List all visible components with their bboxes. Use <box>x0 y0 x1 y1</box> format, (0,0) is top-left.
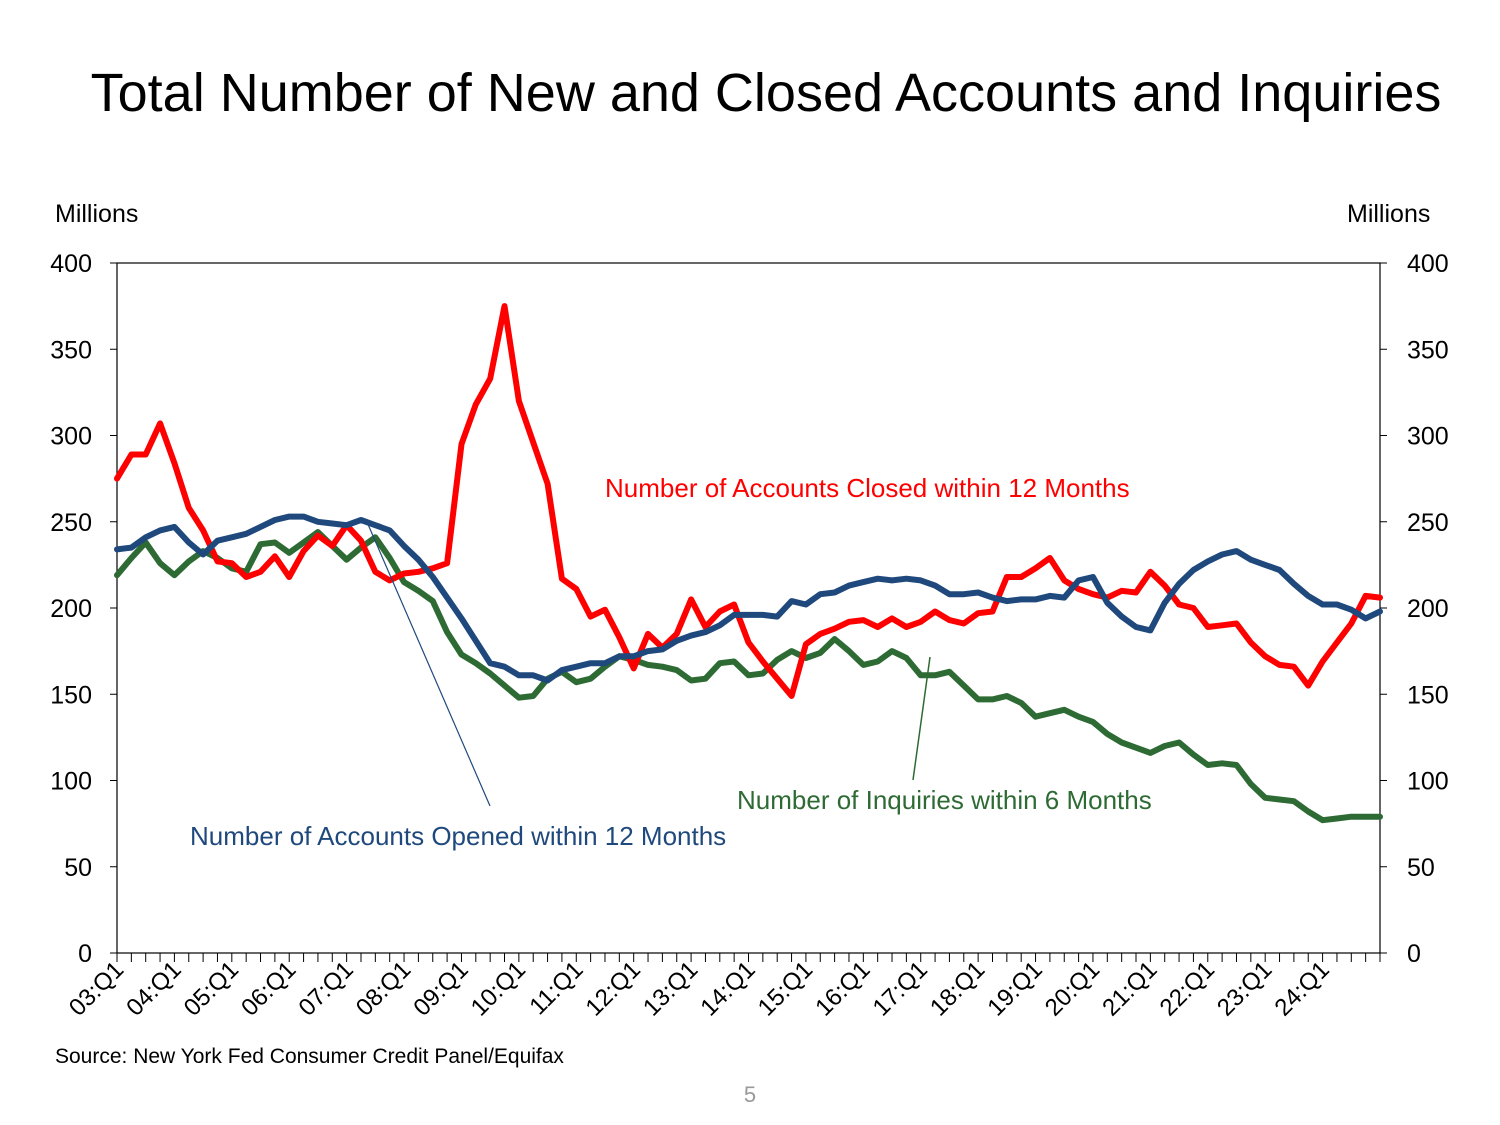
y-tick-label-left: 100 <box>50 768 92 796</box>
y-tick-label-right: 250 <box>1407 509 1449 537</box>
x-tick-label: 06:Q1 <box>236 956 301 1021</box>
leader-line-opened <box>366 521 491 807</box>
annotation-layer: Number of Accounts Closed within 12 Mont… <box>190 473 1152 851</box>
right-axis-unit: Millions <box>1347 200 1431 228</box>
y-tick-label-right: 50 <box>1407 854 1435 882</box>
x-tick-label: 03:Q1 <box>64 956 129 1021</box>
x-tick-label: 05:Q1 <box>179 956 244 1021</box>
series-line-1 <box>114 513 1383 684</box>
y-tick-label-right: 0 <box>1407 940 1421 968</box>
x-tick-label: 07:Q1 <box>294 956 359 1021</box>
chart-title: Total Number of New and Closed Accounts … <box>90 63 1442 123</box>
y-tick-label-right: 150 <box>1407 681 1449 709</box>
page-number: 5 <box>743 1082 757 1107</box>
y-tick-label-right: 200 <box>1407 595 1449 623</box>
y-tick-label-left: 200 <box>50 595 92 623</box>
x-tick-label: 11:Q1 <box>524 956 588 1020</box>
y-tick-label-right: 300 <box>1407 423 1449 451</box>
y-tick-label-left: 350 <box>50 336 92 364</box>
series-layer <box>114 303 1383 824</box>
annotation-closed: Number of Accounts Closed within 12 Mont… <box>605 473 1130 503</box>
y-tick-label-left: 50 <box>64 854 92 882</box>
x-tick-label: 15:Q1 <box>753 956 818 1021</box>
x-tick-label: 04:Q1 <box>121 956 186 1021</box>
y-tick-label-left: 300 <box>50 423 92 451</box>
x-tick-label: 20:Q1 <box>1040 956 1105 1021</box>
chart-axes: 0 0 50 50 100 100 150 150 200 200 250 250 300 300 350 3… <box>50 250 1448 1021</box>
y-tick-label-right: 400 <box>1407 250 1449 278</box>
y-tick-label-left: 150 <box>50 681 92 709</box>
leader-line-inquiries <box>912 656 931 781</box>
y-tick-label-right: 350 <box>1407 336 1449 364</box>
y-tick-label-left: 0 <box>78 940 92 968</box>
annotation-opened: Number of Accounts Opened within 12 Mont… <box>190 821 726 851</box>
x-tick-label: 24:Q1 <box>1270 956 1335 1021</box>
x-tick-label: 17:Q1 <box>868 956 933 1021</box>
x-tick-label: 23:Q1 <box>1212 956 1277 1021</box>
x-tick-label: 16:Q1 <box>810 956 875 1021</box>
x-tick-label: 09:Q1 <box>408 956 473 1021</box>
x-tick-label: 08:Q1 <box>351 956 416 1021</box>
x-tick-label: 18:Q1 <box>925 956 990 1021</box>
x-tick-label: 19:Q1 <box>982 956 1047 1021</box>
y-tick-label-right: 100 <box>1407 768 1449 796</box>
x-tick-label: 12:Q1 <box>581 956 646 1021</box>
left-axis-unit: Millions <box>55 200 139 228</box>
x-tick-label: 22:Q1 <box>1155 956 1220 1021</box>
source-note: Source: New York Fed Consumer Credit Pan… <box>55 1045 564 1068</box>
y-tick-label-left: 400 <box>50 250 92 278</box>
y-tick-label-left: 250 <box>50 509 92 537</box>
annotation-inquiries: Number of Inquiries within 6 Months <box>737 785 1152 815</box>
x-tick-label: 13:Q1 <box>638 956 703 1021</box>
x-tick-label: 10:Q1 <box>466 956 531 1021</box>
x-tick-label: 21:Q1 <box>1097 956 1162 1021</box>
x-tick-label: 14:Q1 <box>695 956 760 1021</box>
